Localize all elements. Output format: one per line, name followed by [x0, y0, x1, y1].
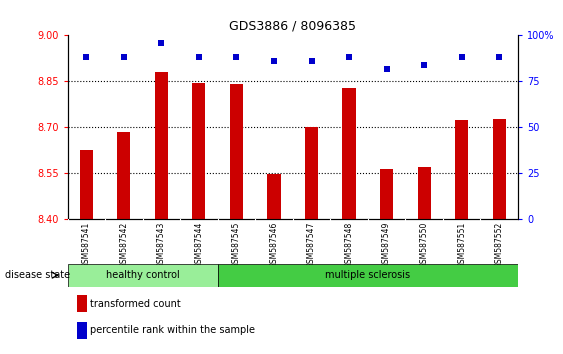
Text: GSM587546: GSM587546: [270, 222, 279, 268]
Text: GSM587552: GSM587552: [495, 222, 504, 268]
Text: GSM587542: GSM587542: [119, 222, 128, 268]
Bar: [380, 169, 393, 219]
Bar: [230, 84, 243, 219]
Text: GSM587550: GSM587550: [419, 222, 428, 268]
Bar: [267, 174, 280, 219]
Text: GSM587548: GSM587548: [345, 222, 354, 268]
Bar: [305, 126, 318, 219]
Bar: [155, 72, 168, 219]
Text: GSM587543: GSM587543: [157, 222, 166, 268]
Text: GSM587541: GSM587541: [82, 222, 91, 268]
Text: GSM587547: GSM587547: [307, 222, 316, 268]
Point: [270, 58, 279, 64]
Point: [495, 55, 504, 60]
Text: multiple sclerosis: multiple sclerosis: [325, 270, 410, 280]
Text: percentile rank within the sample: percentile rank within the sample: [90, 325, 255, 336]
Title: GDS3886 / 8096385: GDS3886 / 8096385: [229, 20, 356, 33]
Text: GSM587544: GSM587544: [194, 222, 203, 268]
Point: [382, 66, 391, 72]
Point: [457, 55, 466, 60]
Text: healthy control: healthy control: [106, 270, 180, 280]
Bar: [218, 264, 518, 287]
Bar: [117, 132, 131, 219]
Point: [419, 62, 428, 68]
Bar: [68, 264, 218, 287]
Point: [194, 55, 203, 60]
Bar: [418, 167, 431, 219]
Point: [82, 55, 91, 60]
Text: GSM587545: GSM587545: [232, 222, 241, 268]
Text: GSM587551: GSM587551: [457, 222, 466, 268]
Bar: [77, 296, 87, 312]
Bar: [193, 83, 205, 219]
Point: [119, 55, 128, 60]
Point: [232, 55, 241, 60]
Bar: [493, 119, 506, 219]
Bar: [77, 322, 87, 339]
Text: disease state: disease state: [5, 270, 70, 280]
Point: [345, 55, 354, 60]
Bar: [455, 120, 468, 219]
Bar: [80, 150, 93, 219]
Point: [157, 40, 166, 46]
Point: [307, 58, 316, 64]
Text: transformed count: transformed count: [90, 298, 181, 309]
Text: GSM587549: GSM587549: [382, 222, 391, 268]
Bar: [342, 88, 356, 219]
